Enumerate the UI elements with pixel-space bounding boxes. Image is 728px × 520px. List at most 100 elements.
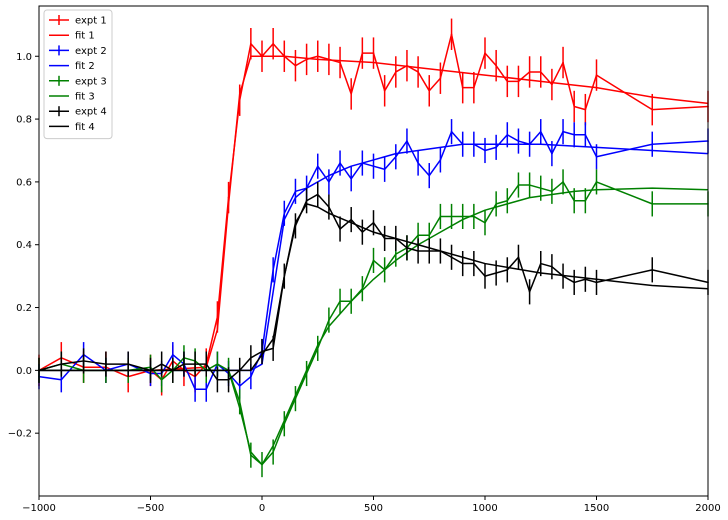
expt-4-point bbox=[205, 363, 208, 365]
x-tick-label: 1500 bbox=[584, 503, 609, 514]
legend-label: fit 2 bbox=[75, 61, 95, 72]
legend-label: fit 4 bbox=[75, 122, 95, 133]
expt-3-point bbox=[238, 400, 241, 403]
expt-1-point bbox=[361, 52, 364, 54]
expt-3-point bbox=[484, 221, 486, 224]
x-tick-label: 0 bbox=[259, 503, 265, 514]
expt-3-point bbox=[328, 319, 330, 321]
expt-2-point bbox=[250, 375, 252, 378]
expt-3-point bbox=[339, 300, 341, 303]
legend-label: expt 2 bbox=[75, 46, 107, 57]
expt-3-point bbox=[160, 378, 163, 381]
expt-1-point bbox=[551, 83, 553, 86]
expt-4-point bbox=[160, 363, 163, 365]
legend-entry-fit-4: fit 4 bbox=[49, 122, 95, 133]
expt-3-point bbox=[473, 215, 475, 218]
legend-entry-fit-2: fit 2 bbox=[49, 61, 95, 72]
expt-2-point bbox=[406, 140, 408, 142]
expt-2-point bbox=[517, 140, 520, 142]
expt-1-point bbox=[562, 61, 564, 64]
expt-1-point bbox=[484, 52, 486, 54]
expt-1-point bbox=[473, 86, 475, 89]
series-fit-2 bbox=[39, 143, 709, 372]
legend: expt 1 fit 1 expt 2 fit 2 expt 3 fit 3 expt 4 f… bbox=[43, 9, 113, 140]
expt-2-point bbox=[651, 143, 654, 146]
expt-4-point bbox=[216, 378, 219, 381]
expt-3-point bbox=[584, 199, 587, 202]
expt-1-point bbox=[339, 61, 341, 64]
expt-4-point bbox=[350, 218, 353, 221]
y-axis: −0.2 0.0 0.2 0.4 0.6 0.8 1.0 bbox=[8, 52, 39, 440]
legend-entry-expt-3: expt 3 bbox=[49, 75, 107, 87]
expt-1-point bbox=[350, 93, 353, 95]
legend-label: expt 1 bbox=[75, 16, 107, 27]
x-tick-label: 1000 bbox=[472, 503, 497, 514]
expt-3-point bbox=[272, 451, 274, 453]
expt-4-point bbox=[194, 363, 196, 365]
expt-3-point bbox=[439, 215, 442, 218]
legend-entry-expt-4: expt 4 bbox=[49, 106, 107, 118]
expt-2-point bbox=[283, 212, 286, 215]
expt-2-point bbox=[350, 177, 353, 180]
expt-3-point bbox=[528, 184, 531, 186]
expt-1-point bbox=[495, 64, 497, 67]
expt-4-point bbox=[517, 256, 520, 259]
expt-4-point bbox=[473, 262, 475, 265]
legend-entry-fit-1: fit 1 bbox=[49, 31, 95, 42]
expt-2-point bbox=[238, 385, 241, 387]
expt-3-point bbox=[562, 181, 564, 183]
expt-4-point bbox=[417, 250, 419, 252]
series-fit-3 bbox=[39, 187, 709, 466]
expt-1-point bbox=[294, 64, 297, 67]
expt-1-point bbox=[316, 55, 319, 58]
expt-4-point bbox=[272, 347, 274, 350]
expt-4-point bbox=[551, 265, 553, 268]
expt-3-point bbox=[651, 203, 654, 205]
expt-4-point bbox=[183, 363, 185, 365]
expt-2-point bbox=[383, 168, 386, 171]
expt-3-point bbox=[551, 190, 553, 193]
expt-3-point bbox=[517, 184, 520, 186]
legend-label: fit 3 bbox=[75, 92, 95, 103]
expt-4-point bbox=[573, 281, 575, 284]
x-tick-label: −500 bbox=[137, 503, 164, 514]
expt-1-point bbox=[395, 71, 397, 73]
x-tick-label: 500 bbox=[364, 503, 383, 514]
expt-4-point bbox=[584, 278, 587, 281]
y-tick-label: −0.2 bbox=[8, 429, 32, 440]
legend-entry-expt-2: expt 2 bbox=[49, 45, 107, 57]
expt-1-point bbox=[506, 80, 509, 83]
expt-2-point bbox=[395, 155, 397, 158]
expt-4-point bbox=[60, 363, 63, 365]
fit-2-line bbox=[39, 143, 709, 372]
expt-1-point bbox=[439, 77, 442, 80]
expt-1-point bbox=[573, 105, 575, 108]
expt-1-point bbox=[272, 42, 274, 45]
legend-label: expt 4 bbox=[75, 107, 107, 118]
series-layer bbox=[38, 18, 709, 478]
expt-4-point bbox=[339, 228, 341, 230]
expt-1-point bbox=[250, 42, 252, 45]
series-fit-1 bbox=[39, 55, 709, 372]
y-tick-label: 0.2 bbox=[16, 303, 32, 314]
expt-2-point bbox=[316, 165, 319, 167]
legend-entry-expt-1: expt 1 bbox=[49, 15, 107, 27]
y-tick-label: 0.4 bbox=[16, 240, 32, 251]
y-tick-label: 0.8 bbox=[16, 115, 32, 126]
expt-4-point bbox=[495, 272, 497, 274]
expt-4-point bbox=[316, 193, 319, 196]
expt-2-point bbox=[595, 155, 598, 158]
expt-1-point bbox=[584, 108, 587, 111]
expt-4-point bbox=[372, 221, 375, 224]
expt-2-point bbox=[428, 174, 431, 177]
y-tick-label: 0.6 bbox=[16, 177, 32, 188]
expt-2-point bbox=[294, 190, 297, 193]
fit-1-line bbox=[39, 55, 709, 372]
expt-2-point bbox=[439, 159, 442, 161]
expt-4-point bbox=[261, 350, 263, 353]
x-tick-label: −1000 bbox=[22, 503, 56, 514]
expt-4-point bbox=[127, 363, 129, 365]
x-tick-label: 2000 bbox=[695, 503, 720, 514]
expt-2-point bbox=[339, 162, 341, 164]
